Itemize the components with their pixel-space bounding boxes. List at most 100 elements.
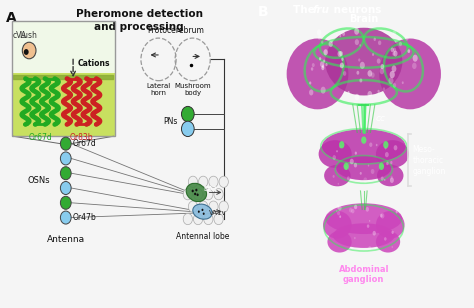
Circle shape — [209, 201, 218, 212]
Circle shape — [402, 81, 404, 84]
Circle shape — [203, 213, 205, 215]
Circle shape — [322, 65, 324, 68]
Ellipse shape — [325, 203, 402, 234]
Circle shape — [328, 41, 333, 47]
Circle shape — [377, 90, 380, 93]
Circle shape — [320, 87, 326, 94]
Circle shape — [349, 208, 352, 213]
Circle shape — [396, 210, 398, 213]
Circle shape — [390, 177, 394, 183]
Circle shape — [337, 51, 342, 57]
Text: Or83b: Or83b — [70, 133, 93, 142]
Circle shape — [60, 167, 71, 180]
Circle shape — [340, 63, 344, 68]
Circle shape — [399, 42, 402, 46]
Circle shape — [367, 91, 372, 98]
Circle shape — [413, 55, 418, 62]
Circle shape — [204, 213, 213, 225]
Circle shape — [389, 77, 393, 84]
Circle shape — [392, 66, 396, 72]
Circle shape — [367, 70, 372, 77]
Circle shape — [393, 48, 396, 52]
Circle shape — [381, 64, 384, 69]
Circle shape — [201, 209, 203, 211]
Text: cVA: cVA — [13, 31, 27, 40]
Circle shape — [319, 35, 322, 38]
Circle shape — [390, 161, 392, 164]
Circle shape — [339, 215, 341, 218]
Circle shape — [183, 213, 192, 225]
Ellipse shape — [193, 204, 212, 219]
Circle shape — [219, 176, 228, 187]
Circle shape — [390, 71, 395, 78]
Circle shape — [344, 163, 349, 170]
Circle shape — [325, 63, 328, 66]
Text: Or67d: Or67d — [28, 133, 52, 142]
Circle shape — [337, 183, 339, 185]
Text: Abdominal
ganglion: Abdominal ganglion — [338, 265, 389, 284]
Circle shape — [392, 246, 393, 248]
Circle shape — [355, 94, 359, 100]
Circle shape — [191, 190, 194, 192]
Circle shape — [193, 188, 203, 200]
Text: Brain: Brain — [349, 14, 378, 24]
Circle shape — [60, 211, 71, 224]
Circle shape — [393, 83, 396, 88]
Circle shape — [392, 231, 394, 234]
Circle shape — [384, 179, 385, 181]
Circle shape — [22, 42, 36, 59]
Circle shape — [182, 106, 194, 122]
Text: fru: fru — [313, 5, 329, 14]
Circle shape — [339, 145, 342, 148]
Text: Antennal lobe: Antennal lobe — [176, 232, 229, 241]
Text: Or67d: Or67d — [73, 139, 96, 148]
Circle shape — [339, 141, 345, 148]
Circle shape — [371, 72, 374, 78]
Circle shape — [309, 89, 313, 95]
Circle shape — [405, 35, 409, 41]
Circle shape — [354, 163, 357, 168]
Circle shape — [384, 147, 387, 149]
Circle shape — [199, 201, 208, 212]
Circle shape — [339, 51, 343, 56]
Text: A: A — [6, 10, 17, 25]
Ellipse shape — [328, 231, 352, 253]
Circle shape — [412, 63, 417, 69]
Circle shape — [359, 44, 361, 47]
Ellipse shape — [325, 28, 402, 95]
Text: DA1: DA1 — [204, 186, 218, 192]
Circle shape — [345, 166, 347, 169]
Circle shape — [365, 207, 369, 212]
Circle shape — [341, 58, 344, 61]
Circle shape — [380, 214, 383, 217]
Text: Pheromone detection
and processing: Pheromone detection and processing — [75, 9, 202, 31]
Circle shape — [381, 213, 384, 218]
Ellipse shape — [333, 223, 395, 248]
Circle shape — [378, 40, 381, 45]
Circle shape — [358, 59, 360, 62]
FancyBboxPatch shape — [12, 21, 115, 84]
Text: PNs: PNs — [164, 117, 178, 126]
Circle shape — [319, 57, 321, 60]
Text: Antenna: Antenna — [47, 235, 85, 244]
Circle shape — [60, 196, 71, 209]
Text: OSNs: OSNs — [27, 176, 50, 185]
Circle shape — [351, 209, 355, 213]
Circle shape — [343, 71, 346, 76]
Circle shape — [392, 30, 396, 35]
Circle shape — [312, 63, 315, 67]
Circle shape — [360, 62, 365, 69]
Text: The: The — [293, 5, 319, 14]
Circle shape — [342, 32, 345, 36]
Ellipse shape — [287, 38, 348, 109]
Circle shape — [369, 220, 370, 222]
Circle shape — [373, 231, 376, 236]
Circle shape — [311, 67, 313, 71]
Circle shape — [199, 176, 208, 187]
Circle shape — [336, 204, 339, 209]
Circle shape — [195, 189, 198, 191]
Circle shape — [333, 155, 336, 160]
Ellipse shape — [319, 140, 352, 168]
Circle shape — [350, 159, 354, 164]
Text: Cations: Cations — [78, 59, 110, 68]
